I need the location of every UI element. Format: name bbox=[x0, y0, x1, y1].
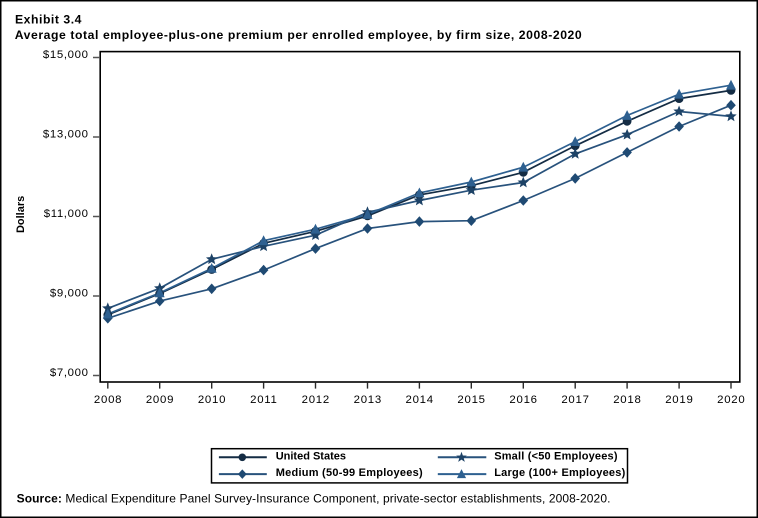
svg-text:Exhibit 3.4: Exhibit 3.4 bbox=[15, 13, 82, 27]
svg-text:Medium (50-99 Employees): Medium (50-99 Employees) bbox=[276, 467, 423, 479]
svg-text:Small (<50 Employees): Small (<50 Employees) bbox=[494, 450, 618, 462]
svg-text:2010: 2010 bbox=[198, 394, 226, 406]
svg-text:2020: 2020 bbox=[717, 394, 745, 406]
svg-text:2015: 2015 bbox=[457, 394, 485, 406]
svg-text:2018: 2018 bbox=[613, 394, 641, 406]
svg-text:$13,000: $13,000 bbox=[43, 129, 89, 141]
svg-text:Large (100+ Employees): Large (100+ Employees) bbox=[494, 467, 625, 479]
svg-text:2012: 2012 bbox=[302, 394, 330, 406]
svg-text:$15,000: $15,000 bbox=[43, 49, 89, 61]
svg-text:2016: 2016 bbox=[509, 394, 537, 406]
svg-text:Source: Medical Expenditure Pa: Source: Medical Expenditure Panel Survey… bbox=[17, 492, 611, 506]
svg-text:United States: United States bbox=[276, 450, 346, 462]
svg-text:Dollars: Dollars bbox=[15, 196, 27, 233]
svg-text:2009: 2009 bbox=[146, 394, 174, 406]
svg-text:2011: 2011 bbox=[250, 394, 278, 406]
svg-text:2008: 2008 bbox=[94, 394, 122, 406]
svg-text:Average total employee-plus-on: Average total employee-plus-one premium … bbox=[15, 28, 583, 42]
svg-text:$7,000: $7,000 bbox=[50, 367, 89, 379]
svg-text:2017: 2017 bbox=[561, 394, 589, 406]
svg-text:$9,000: $9,000 bbox=[50, 288, 89, 300]
svg-text:2014: 2014 bbox=[406, 394, 434, 406]
svg-text:2013: 2013 bbox=[354, 394, 382, 406]
svg-text:$11,000: $11,000 bbox=[44, 208, 89, 220]
svg-text:2019: 2019 bbox=[665, 394, 693, 406]
